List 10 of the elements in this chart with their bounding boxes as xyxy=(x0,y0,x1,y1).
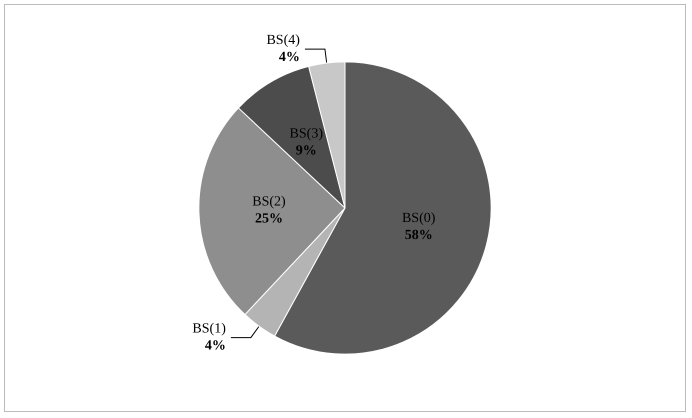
slice-label: BS(2) xyxy=(252,194,286,210)
data-label: 9% xyxy=(296,144,317,159)
data-label: 4% xyxy=(204,338,226,354)
data-label: 25% xyxy=(254,211,283,226)
slice-label: BS(1) xyxy=(192,322,226,337)
slice-label: BS(4) xyxy=(266,33,300,48)
data-label: 4% xyxy=(278,50,300,66)
slice-label: BS(0) xyxy=(402,210,436,226)
data-label: 58% xyxy=(404,228,433,243)
slice-label: BS(3) xyxy=(290,126,324,142)
